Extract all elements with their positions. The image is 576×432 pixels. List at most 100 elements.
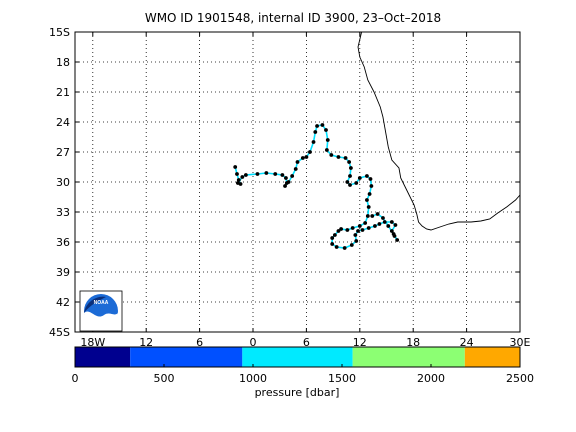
- track-point: [330, 236, 335, 240]
- colorbar-tick-label: 0: [72, 372, 79, 385]
- track-point: [329, 153, 334, 157]
- track-point: [347, 160, 352, 164]
- track-point: [381, 216, 385, 220]
- track-point: [368, 177, 373, 181]
- track-point: [343, 156, 348, 160]
- track-point: [348, 183, 352, 187]
- float-track: [233, 123, 400, 250]
- track-point: [315, 124, 319, 128]
- y-tick-label: 45S: [49, 326, 70, 339]
- colorbar-tick-label: 2500: [506, 372, 534, 385]
- track-point: [375, 212, 380, 216]
- track-point: [324, 148, 329, 152]
- track-point: [349, 243, 354, 247]
- x-axis: 18W 12 6 0 6 12 18 24 30E: [80, 32, 531, 349]
- colorbar: 0 500 1000 1500 2000 2500: [72, 346, 534, 385]
- track-point: [349, 166, 353, 170]
- x-tick-label: 30E: [510, 336, 531, 349]
- track-point: [304, 155, 309, 159]
- y-tick-label: 30: [56, 176, 70, 189]
- track-point: [365, 198, 369, 202]
- track-point: [233, 165, 238, 169]
- track-point: [393, 223, 398, 227]
- track-point: [243, 173, 248, 177]
- track-point: [354, 181, 359, 185]
- track-point: [283, 184, 287, 188]
- x-tick-label: 12: [139, 336, 153, 349]
- x-tick-label: 6: [303, 336, 310, 349]
- track-point: [336, 155, 341, 159]
- track-point: [295, 160, 300, 164]
- colorbar-tick-label: 1500: [328, 372, 356, 385]
- track-point: [356, 229, 360, 233]
- track-point: [389, 220, 394, 224]
- colorbar-bin: [242, 347, 353, 367]
- track-point: [357, 176, 362, 180]
- track-point: [373, 224, 377, 228]
- track-point: [313, 130, 318, 134]
- track-point: [236, 178, 241, 182]
- track-point: [235, 172, 239, 176]
- track-point: [350, 226, 355, 230]
- track-point: [366, 205, 371, 209]
- chart-title: WMO ID 1901548, internal ID 3900, 23–Oct…: [145, 11, 441, 25]
- track-point: [353, 233, 358, 237]
- track-point: [365, 174, 369, 178]
- track-point: [235, 181, 240, 185]
- track-point: [334, 245, 339, 249]
- track-point: [345, 228, 350, 232]
- x-tick-label: 18: [406, 336, 420, 349]
- colorbar-label: pressure [dbar]: [255, 386, 340, 399]
- track-point: [293, 167, 298, 171]
- y-tick-label: 33: [56, 206, 70, 219]
- y-tick-label: 27: [56, 146, 70, 159]
- track-point: [300, 156, 305, 160]
- track-point: [336, 229, 341, 233]
- colorbar-bin: [75, 347, 131, 367]
- track-point: [330, 242, 335, 246]
- plot-area: [75, 32, 520, 332]
- track-point: [366, 226, 371, 230]
- track-point: [382, 220, 387, 224]
- colorbar-bin: [130, 347, 243, 367]
- y-tick-label: 39: [56, 266, 70, 279]
- colorbar-tick-label: 2000: [417, 372, 445, 385]
- colorbar-tick-label: 500: [154, 372, 175, 385]
- colorbar-frame: [74, 346, 521, 368]
- track-point: [290, 174, 295, 178]
- track-point: [342, 246, 347, 250]
- x-tick-label: 6: [196, 336, 203, 349]
- colorbar-tick-label: 1000: [239, 372, 267, 385]
- track-point: [365, 214, 370, 218]
- y-tick-label: 21: [56, 86, 70, 99]
- track-point: [264, 171, 269, 175]
- noaa-logo: NOAA: [79, 290, 123, 332]
- track-point: [311, 140, 316, 144]
- track-point: [367, 192, 372, 196]
- noaa-logo-text: NOAA: [94, 300, 109, 306]
- track-point: [324, 128, 328, 132]
- y-tick-label: 18: [56, 56, 70, 69]
- track-point: [325, 138, 330, 142]
- track-point: [255, 172, 260, 176]
- track-point: [363, 221, 368, 225]
- y-tick-label: 36: [56, 236, 70, 249]
- x-tick-label: 0: [250, 336, 257, 349]
- x-tick-label: 18W: [80, 336, 105, 349]
- track-point: [391, 232, 396, 236]
- y-tick-label: 15S: [49, 26, 70, 39]
- track-point: [240, 175, 245, 179]
- track-point: [320, 123, 325, 127]
- track-point: [339, 227, 344, 231]
- y-tick-label: 42: [56, 296, 70, 309]
- track-point: [354, 239, 359, 243]
- x-tick-label: 12: [353, 336, 367, 349]
- coastline-path: [357, 31, 521, 231]
- track-point: [332, 233, 337, 237]
- colorbar-bin: [352, 347, 465, 367]
- track-point: [273, 172, 278, 176]
- track-point: [370, 214, 375, 218]
- y-axis: 15S 18 21 24 27 30 33 36 39 42 45S: [49, 26, 520, 339]
- track-point: [284, 176, 288, 180]
- track-point: [377, 222, 382, 226]
